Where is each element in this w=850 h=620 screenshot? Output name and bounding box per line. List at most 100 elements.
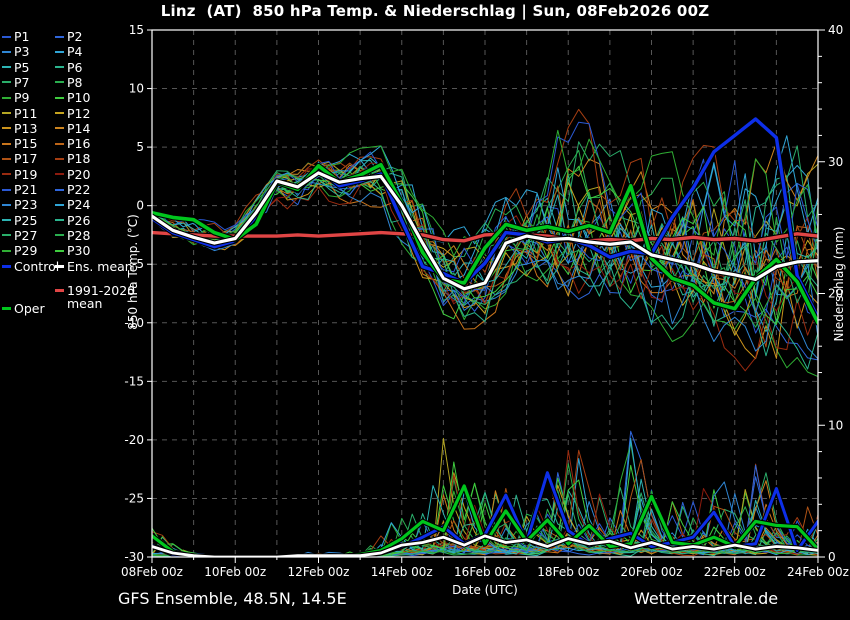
legend-label: P27	[14, 227, 38, 243]
temp-axis-label: 850 hPa Temp. (°C)	[126, 214, 140, 330]
precip-tick-label: 30	[828, 155, 843, 169]
legend-item-p12: P12	[55, 106, 90, 121]
legend-swatch	[55, 112, 64, 114]
legend-label: P11	[14, 105, 38, 121]
legend-label: P24	[67, 197, 91, 213]
legend-label: P5	[14, 59, 30, 75]
legend-swatch	[2, 81, 11, 84]
legend-label: P22	[67, 182, 91, 197]
temp-tick-label: -20	[124, 433, 144, 447]
temp-tick-label: -10	[124, 316, 144, 330]
legend-swatch	[2, 157, 11, 160]
legend-item-p11: P11	[2, 106, 37, 121]
precip-axis-label: Niederschlag (mm)	[832, 226, 846, 342]
legend-item-p27: P27	[2, 228, 37, 243]
legend-swatch	[55, 203, 64, 206]
legend-label: P15	[14, 136, 38, 152]
legend-swatch	[2, 188, 11, 191]
legend-item-p7: P7	[2, 75, 30, 90]
legend-item-p3: P3	[2, 44, 30, 59]
x-tick-label: 08Feb 00z	[121, 565, 183, 579]
legend-label: Control	[14, 258, 60, 274]
temp-tick-label: 10	[129, 82, 144, 96]
legend-item-p10: P10	[55, 90, 90, 105]
legend-swatch	[2, 307, 11, 310]
legend-swatch	[55, 142, 64, 145]
legend-label: P9	[14, 90, 30, 106]
legend-swatch	[55, 249, 64, 252]
oper-precip-line	[152, 484, 818, 557]
x-tick-label: 16Feb 00z	[454, 565, 516, 579]
legend-swatch	[55, 96, 64, 99]
legend-item-p21: P21	[2, 182, 37, 197]
legend-swatch	[55, 66, 64, 69]
legend-swatch	[2, 96, 11, 99]
legend-swatch	[2, 264, 11, 268]
climate-mean-temp-line	[152, 230, 818, 243]
legend-label: P26	[67, 212, 91, 228]
legend-label: P13	[14, 120, 38, 136]
legend-item-p25: P25	[2, 213, 37, 228]
legend-label: P3	[14, 44, 30, 60]
ens-mean-temp-line	[152, 171, 818, 291]
legend-item-p13: P13	[2, 121, 37, 136]
legend-item-p1: P1	[2, 29, 30, 44]
precip-tick-label: 0	[828, 550, 836, 564]
legend-label: P14	[67, 120, 91, 136]
legend-swatch	[2, 173, 11, 176]
temp-tick-label: -5	[132, 257, 144, 271]
precip-tick-label: 10	[828, 418, 843, 432]
legend-item-p20: P20	[55, 167, 90, 182]
legend-item-ens-mean: Ens. mean	[55, 259, 133, 274]
legend-item-p19: P19	[2, 167, 37, 182]
legend-item-p23: P23	[2, 197, 37, 212]
legend-swatch	[2, 112, 11, 114]
x-tick-label: 12Feb 00z	[288, 565, 350, 579]
member-P24-temp-line	[152, 135, 818, 268]
legend-swatch	[2, 234, 11, 237]
precip-tick-label: 40	[828, 23, 843, 37]
legend-swatch	[2, 219, 11, 222]
legend-swatch	[55, 50, 64, 53]
legend-item-p14: P14	[55, 121, 90, 136]
legend-swatch	[55, 173, 64, 176]
x-tick-label: 22Feb 00z	[704, 565, 766, 579]
legend-label: 1991-2020 mean	[67, 283, 136, 311]
legend-item-p6: P6	[55, 60, 83, 75]
ens-mean-precip-line	[152, 534, 818, 557]
temp-tick-label: 5	[136, 140, 144, 154]
legend-label: P10	[67, 90, 91, 106]
legend-swatch	[2, 142, 11, 145]
precip-tick-label: 20	[828, 287, 843, 301]
x-tick-label: 20Feb 00z	[621, 565, 683, 579]
legend-item-p9: P9	[2, 90, 30, 105]
legend-item-p2: P2	[55, 29, 83, 44]
legend-item-p5: P5	[2, 60, 30, 75]
legend-swatch	[55, 289, 64, 292]
legend-swatch	[55, 157, 64, 160]
legend-swatch	[55, 264, 64, 268]
legend-label: P30	[67, 243, 91, 259]
legend-swatch	[2, 50, 11, 53]
legend-item-p30: P30	[55, 243, 90, 258]
legend-label: P20	[67, 166, 91, 182]
legend-label: Ens. mean	[67, 258, 133, 274]
legend-item-p28: P28	[55, 228, 90, 243]
legend-item-p4: P4	[55, 44, 83, 59]
legend-label: P25	[14, 212, 38, 228]
legend-label: P12	[67, 105, 91, 121]
chart-title: Linz (AT) 850 hPa Temp. & Niederschlag |…	[160, 2, 710, 20]
legend-swatch	[55, 81, 64, 84]
legend-label: P2	[67, 29, 83, 44]
legend-label: P23	[14, 197, 38, 213]
legend-item-oper: Oper	[2, 301, 45, 316]
legend-label: P1	[14, 29, 30, 44]
legend-swatch	[55, 35, 64, 38]
data-lines	[152, 108, 818, 557]
x-axis-label: Date (UTC)	[452, 583, 518, 597]
legend-swatch	[2, 249, 11, 252]
legend-item-p17: P17	[2, 151, 37, 166]
legend-item-p16: P16	[55, 136, 90, 151]
legend-swatch	[2, 127, 11, 130]
legend-label: P28	[67, 227, 91, 243]
